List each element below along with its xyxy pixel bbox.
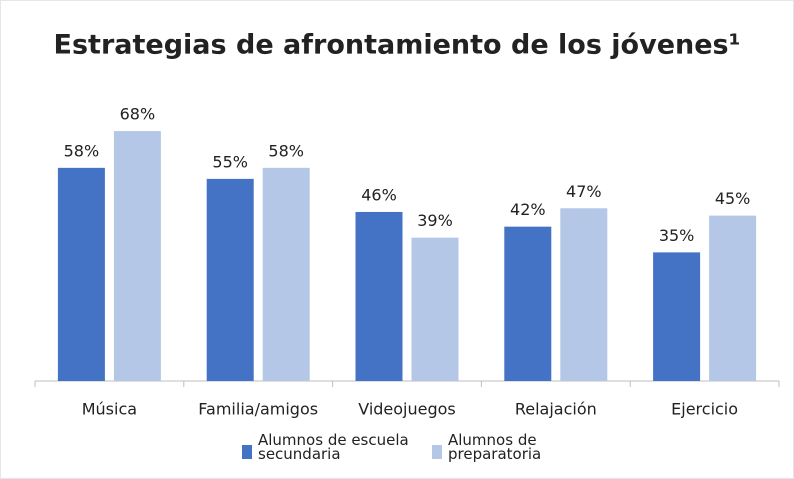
data-label: 47% (566, 182, 602, 201)
data-label: 58% (64, 141, 100, 160)
data-label: 39% (417, 211, 453, 230)
x-tick-label: Relajación (515, 400, 597, 419)
bar (653, 252, 701, 381)
chart-title: Estrategias de afrontamiento de los jóve… (54, 30, 741, 61)
x-tick-label: Familia/amigos (198, 400, 318, 419)
bar (504, 226, 552, 381)
bar (262, 167, 310, 381)
bar (709, 215, 757, 381)
bar (411, 237, 459, 381)
data-label: 42% (510, 200, 546, 219)
bar (206, 178, 254, 381)
x-tick-label: Videojuegos (358, 400, 456, 419)
x-tick-label: Música (82, 400, 137, 419)
bar (57, 167, 105, 381)
legend-item: Alumnos de preparatoria (432, 431, 568, 463)
legend-swatch (242, 445, 252, 459)
legend-label: Alumnos de preparatoria (448, 431, 542, 463)
data-label: 35% (659, 226, 695, 245)
data-label: 55% (212, 152, 248, 171)
bar (355, 211, 403, 381)
data-label: 58% (268, 141, 304, 160)
legend-label: Alumnos de escuela secundaria (258, 431, 409, 463)
data-label: 45% (715, 189, 751, 208)
data-label: 46% (361, 185, 397, 204)
bar (560, 208, 608, 381)
legend-item: Alumnos de escuela secundaria (242, 431, 428, 463)
data-label: 68% (120, 105, 156, 124)
bar (113, 131, 161, 381)
legend-swatch (432, 445, 442, 459)
x-tick-label: Ejercicio (671, 400, 738, 419)
